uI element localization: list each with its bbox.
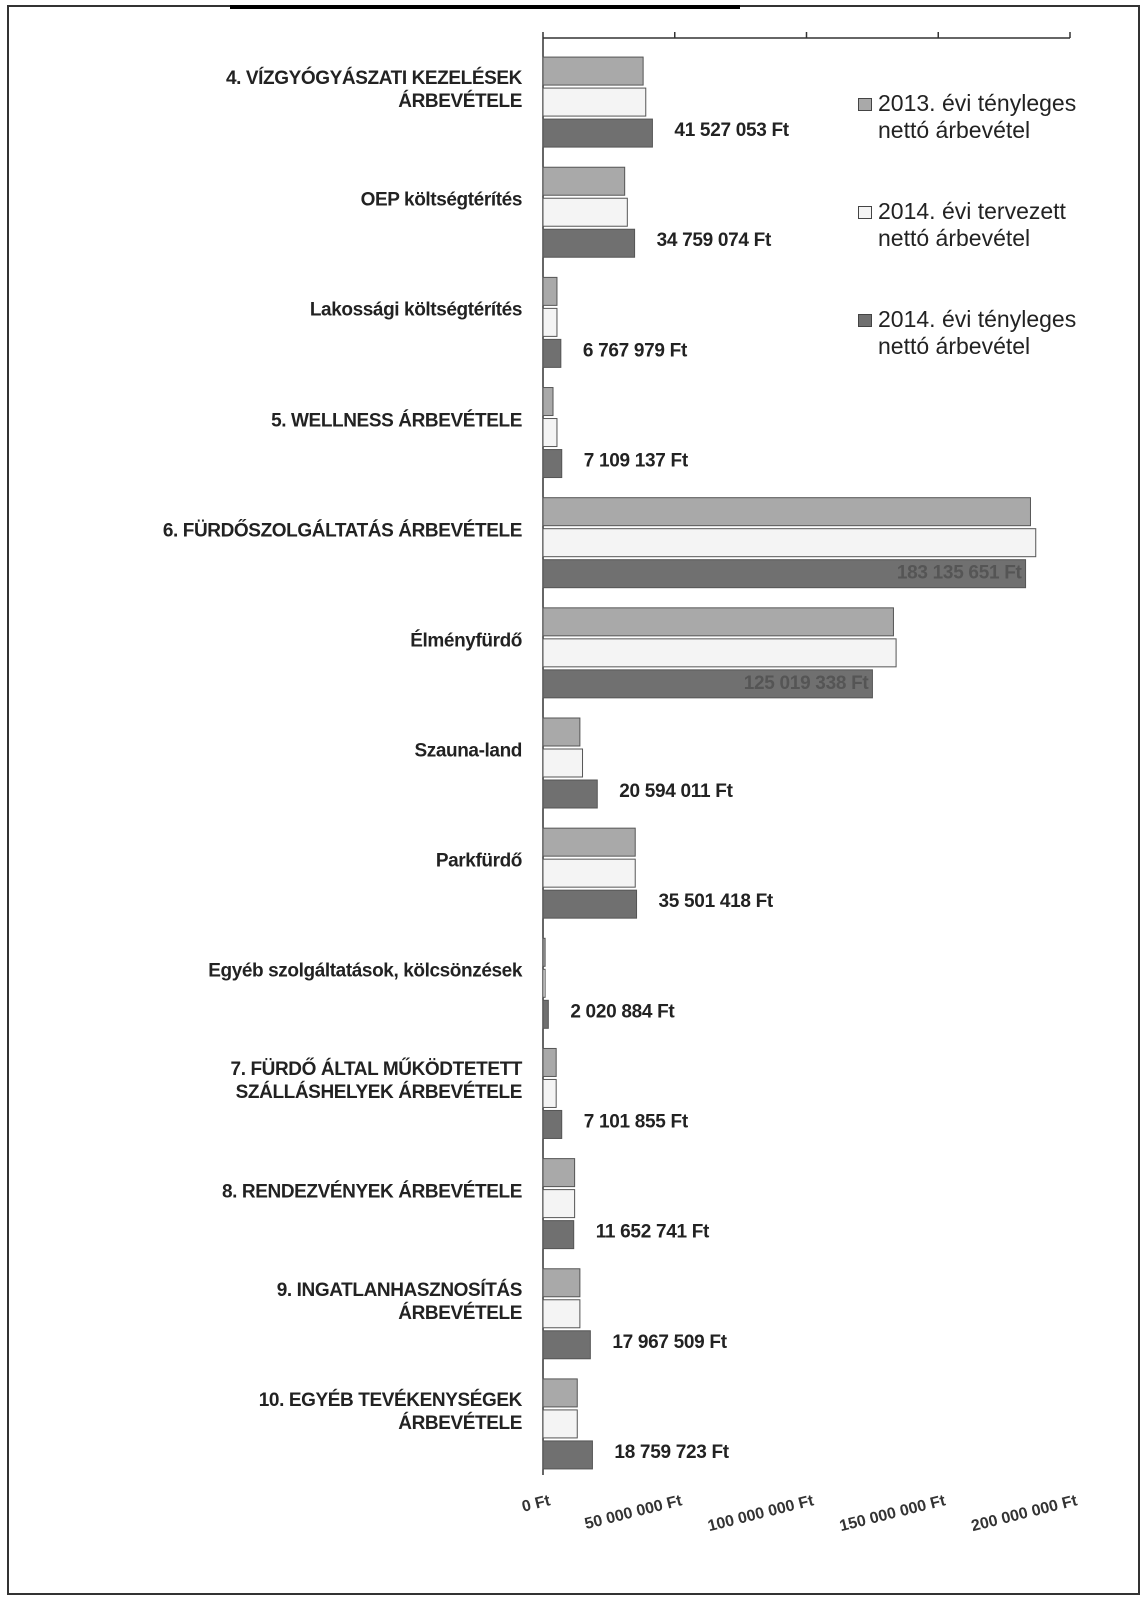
category-label: Élményfürdő [410,630,522,652]
data-label: 17 967 509 Ft [612,1332,727,1353]
data-label: 7 101 855 Ft [584,1111,689,1132]
bar [542,449,563,479]
bar [542,418,558,448]
bar [542,607,894,637]
category-label: 5. WELLNESS ÁRBEVÉTELE [271,410,522,432]
data-label: 6 767 979 Ft [583,340,688,361]
bar [542,307,558,337]
bar [542,228,636,258]
bar [542,197,628,227]
bar [542,1220,575,1250]
category-label: Szauna-land [414,740,522,762]
bar [542,1378,578,1408]
category-label: 10. EGYÉB TEVÉKENYSÉGEK ÁRBEVÉTELE [258,1389,523,1434]
bar [542,1078,557,1108]
bar [542,497,1031,527]
category-label: Egyéb szolgáltatások, kölcsönzések [208,960,522,982]
bar [542,166,626,196]
x-tick-label: 150 000 000 Ft [838,1492,948,1535]
bar [542,56,644,86]
bar [542,528,1037,558]
data-label: 20 594 011 Ft [619,781,733,802]
bar [542,1268,581,1298]
bar [542,387,554,417]
bar [542,1047,557,1077]
bar [542,889,638,919]
bar [542,559,1027,589]
legend-label: 2013. évi tényleges nettó árbevétel [878,90,1077,143]
bar [542,1189,576,1219]
legend-label: 2014. évi tervezett nettó árbevétel [878,198,1066,251]
bar [542,638,897,668]
bar [542,87,647,117]
bar [542,779,598,809]
legend-label: 2014. évi tényleges nettó árbevétel [878,306,1077,359]
category-label: 9. INGATLANHASZNOSÍTÁS ÁRBEVÉTELE [276,1279,523,1324]
bar [542,999,549,1029]
category-label: 6. FÜRDŐSZOLGÁLTATÁS ÁRBEVÉTELE [162,520,523,542]
data-label: 125 019 338 Ft [744,673,870,694]
bar [542,827,636,857]
bar [542,1330,591,1360]
bar [542,858,636,888]
legend-swatch [858,98,872,111]
data-label: 35 501 418 Ft [659,891,774,912]
data-label: 34 759 074 Ft [657,230,772,251]
bar [542,968,546,998]
bar [542,338,562,368]
bar [542,937,546,967]
data-label: 11 652 741 Ft [596,1222,710,1243]
category-label: 4. VÍZGYÓGYÁSZATI KEZELÉSEK ÁRBEVÉTELE [225,68,522,113]
data-label: 2 020 884 Ft [570,1001,675,1022]
category-label: Parkfürdő [435,850,523,872]
x-tick-label: 100 000 000 Ft [706,1492,816,1535]
bar [542,276,558,306]
bar [542,748,584,778]
x-tick-label: 200 000 000 Ft [970,1492,1080,1535]
bar [542,1109,563,1139]
bar [542,1158,576,1188]
x-tick-label: 0 Ft [520,1492,552,1516]
category-label: OEP költségtérítés [360,189,523,211]
data-label: 41 527 053 Ft [674,120,789,141]
bar [542,118,653,148]
data-label: 18 759 723 Ft [614,1442,729,1463]
data-label: 183 135 651 Ft [897,563,1023,584]
bar [542,669,873,699]
legend-swatch [858,206,872,219]
category-label: 8. RENDEZVÉNYEK ÁRBEVÉTELE [222,1181,522,1203]
legend-swatch [858,314,872,327]
bar [542,1299,581,1329]
category-label: Lakossági költségtérítés [309,299,523,321]
bar [542,1409,578,1439]
bar [542,1440,593,1470]
bar [542,717,581,747]
x-tick-label: 50 000 000 Ft [583,1492,684,1533]
data-label: 7 109 137 Ft [584,451,689,472]
category-label: 7. FÜRDŐ ÁLTAL MŰKÖDTETETT SZÁLLÁSHELYEK… [230,1059,523,1104]
